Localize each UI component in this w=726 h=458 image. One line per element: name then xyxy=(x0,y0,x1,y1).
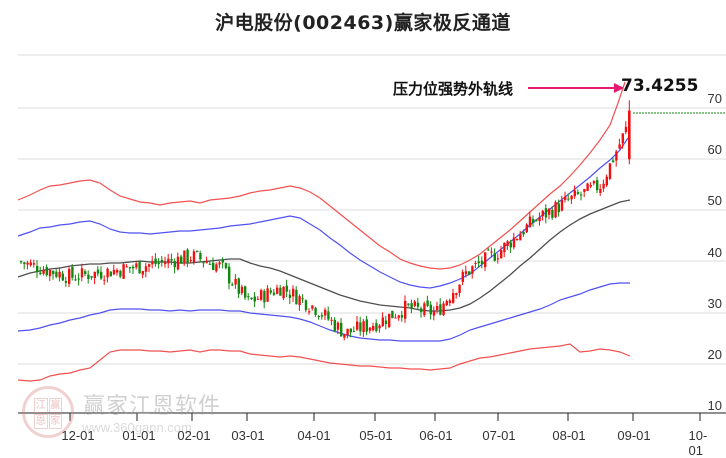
x-tick-03-01: 03-01 xyxy=(231,428,265,443)
gridlines xyxy=(18,54,726,365)
x-tick-09-01: 09-01 xyxy=(617,428,651,443)
logo-char: 恩 xyxy=(34,414,48,429)
outer-upper-band xyxy=(17,81,626,270)
annotation-label: 压力位强势外轨线 xyxy=(393,80,514,98)
inner-lower-band xyxy=(17,282,630,342)
annotation-arrow xyxy=(528,83,624,93)
y-tick-10: 10 xyxy=(707,398,722,413)
watermark-logo-icon: 江 赢 恩 家 xyxy=(22,386,74,438)
watermark-text: 赢家江恩软件 xyxy=(83,394,222,419)
logo-char: 赢 xyxy=(48,398,62,413)
chart-title: 沪电股份(002463)赢家极反通道 xyxy=(215,12,511,34)
middle-line xyxy=(17,199,631,312)
y-tick-60: 60 xyxy=(707,142,722,157)
x-tick-08-01: 08-01 xyxy=(552,428,586,443)
candles xyxy=(20,100,631,341)
outer-lower-band xyxy=(17,343,631,382)
logo-char: 江 xyxy=(34,398,48,413)
x-tick-10-01: 10-01 xyxy=(688,428,708,458)
annotation-value: 73.4255 xyxy=(621,76,699,96)
y-tick-50: 50 xyxy=(707,193,722,208)
x-tick-05-01: 05-01 xyxy=(359,428,393,443)
x-tick-01-01: 01-01 xyxy=(122,428,156,443)
x-tick-12-01: 12-01 xyxy=(61,428,95,443)
x-tick-04-01: 04-01 xyxy=(297,428,331,443)
y-tick-40: 40 xyxy=(707,245,722,260)
inner-upper-band xyxy=(17,137,629,289)
y-tick-70: 70 xyxy=(707,91,722,106)
x-tick-02-01: 02-01 xyxy=(177,428,211,443)
x-tick-06-01: 06-01 xyxy=(419,428,453,443)
y-tick-30: 30 xyxy=(707,296,722,311)
x-tick-07-01: 07-01 xyxy=(482,428,516,443)
logo-char: 家 xyxy=(48,414,62,429)
y-tick-20: 20 xyxy=(707,347,722,362)
watermark-url: www.360gann.com xyxy=(82,420,192,435)
